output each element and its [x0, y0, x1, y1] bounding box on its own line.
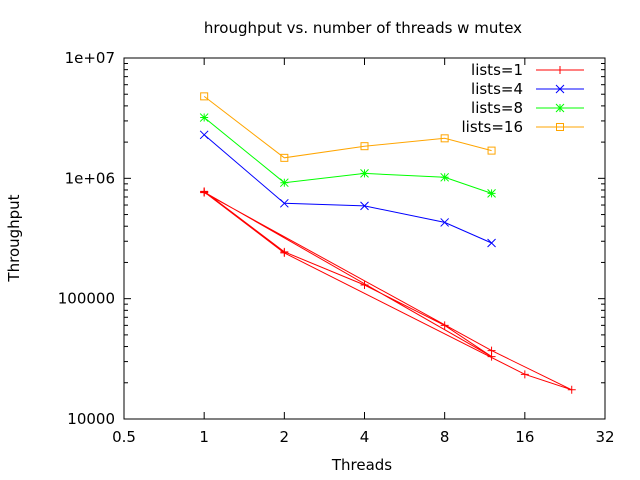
legend-label: lists=4: [471, 80, 523, 98]
data-point: [440, 172, 450, 182]
data-point: [487, 346, 496, 355]
x-tick-label: 8: [440, 428, 450, 446]
data-point: [556, 66, 564, 74]
legend-label: lists=8: [471, 99, 523, 117]
y-tick-label: 1e+07: [65, 49, 115, 67]
plot-area: 0.5 1 2 4 8 16 32 10000 100000 1e+06 1e+07: [58, 49, 615, 446]
data-point: [487, 189, 496, 198]
data-point: [279, 198, 289, 208]
data-point: [555, 84, 565, 94]
y-tick-label: 100000: [58, 290, 115, 308]
data-point: [360, 201, 369, 211]
x-tick-label: 4: [360, 428, 370, 446]
x-tick-label: 1: [199, 428, 209, 446]
data-point: [440, 321, 449, 330]
data-point: [555, 103, 565, 113]
legend-label: lists=16: [461, 118, 523, 136]
data-point: [200, 92, 209, 101]
data-point: [440, 218, 450, 227]
plot-frame: [123, 57, 606, 420]
data-point: [360, 142, 369, 151]
x-axis-label: Threads: [331, 456, 392, 474]
data-point: [567, 385, 576, 394]
data-point: [280, 248, 289, 257]
data-point: [199, 113, 209, 122]
chart-title: hroughput vs. number of threads w mutex: [204, 19, 522, 37]
data-point: [279, 178, 289, 188]
data-point: [200, 188, 209, 197]
x-tick-label: 0.5: [112, 428, 136, 446]
data-point: [487, 238, 496, 248]
x-tick-label: 16: [515, 428, 534, 446]
legend-label: lists=1: [471, 61, 523, 79]
data-point: [440, 134, 449, 143]
data-point: [360, 280, 369, 289]
y-axis-label: Throughput: [5, 194, 23, 282]
data-point: [360, 168, 369, 178]
data-point: [556, 123, 564, 131]
y-tick-label: 10000: [67, 410, 115, 428]
y-tick-label: 1e+06: [65, 169, 115, 187]
series-line: [203, 96, 492, 159]
x-tick-label: 2: [280, 428, 290, 446]
data-point: [280, 153, 289, 162]
x-tick-label: 32: [595, 428, 614, 446]
data-point: [520, 370, 529, 379]
data-point: [487, 146, 496, 155]
data-point: [199, 130, 209, 140]
